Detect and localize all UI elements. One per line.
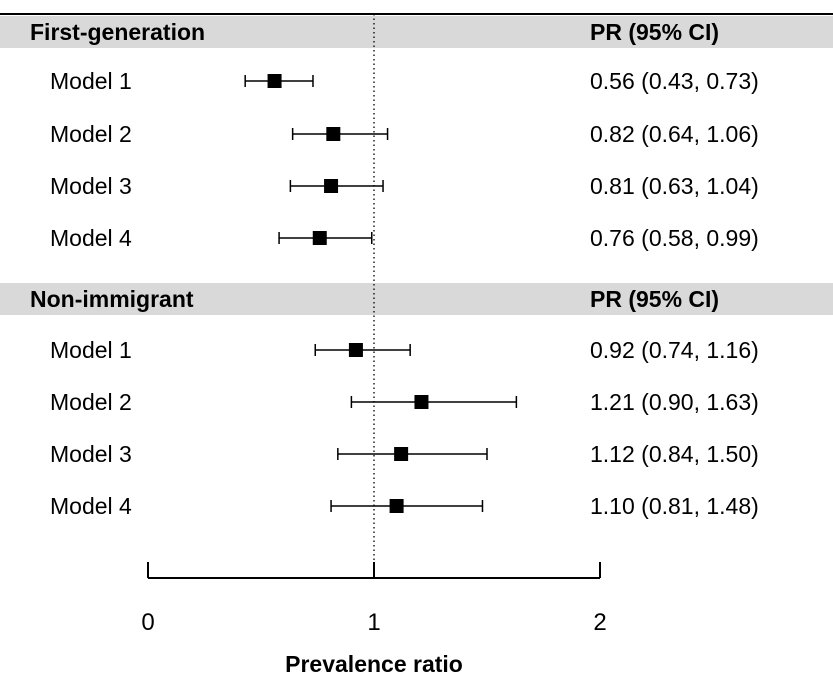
x-tick-label: 0 bbox=[141, 609, 154, 636]
estimate-text: 0.76 (0.58, 0.99) bbox=[590, 225, 759, 251]
estimate-text: 1.12 (0.84, 1.50) bbox=[590, 441, 759, 467]
estimate-text: 1.10 (0.81, 1.48) bbox=[590, 493, 759, 519]
row-label: Model 4 bbox=[50, 225, 132, 251]
group-title: Non-immigrant bbox=[30, 286, 194, 312]
row-label: Model 3 bbox=[50, 441, 132, 467]
point-estimate-marker bbox=[348, 343, 363, 357]
point-estimate-marker bbox=[389, 499, 404, 513]
x-axis-title: Prevalence ratio bbox=[285, 651, 463, 677]
point-estimate-marker bbox=[267, 74, 282, 88]
group-title: First-generation bbox=[30, 19, 205, 45]
estimate-text: 0.82 (0.64, 1.06) bbox=[590, 121, 759, 147]
point-estimate-marker bbox=[414, 395, 429, 409]
estimate-text: 0.81 (0.63, 1.04) bbox=[590, 173, 759, 199]
x-tick-label: 1 bbox=[367, 609, 380, 636]
row-label: Model 3 bbox=[50, 173, 132, 199]
estimate-header: PR (95% CI) bbox=[590, 286, 719, 312]
estimate-header: PR (95% CI) bbox=[590, 19, 719, 45]
point-estimate-marker bbox=[324, 179, 339, 193]
x-tick-label: 2 bbox=[593, 609, 606, 636]
row-label: Model 2 bbox=[50, 121, 132, 147]
row-label: Model 1 bbox=[50, 337, 132, 363]
estimate-text: 0.56 (0.43, 0.73) bbox=[590, 68, 759, 94]
estimate-text: 1.21 (0.90, 1.63) bbox=[590, 389, 759, 415]
group-header-band bbox=[0, 283, 833, 315]
row-label: Model 2 bbox=[50, 389, 132, 415]
group-header-band bbox=[0, 16, 833, 48]
row-label: Model 1 bbox=[50, 68, 132, 94]
point-estimate-marker bbox=[312, 231, 327, 245]
point-estimate-marker bbox=[394, 447, 409, 461]
row-label: Model 4 bbox=[50, 493, 132, 519]
point-estimate-marker bbox=[326, 127, 341, 141]
estimate-text: 0.92 (0.74, 1.16) bbox=[590, 337, 759, 363]
